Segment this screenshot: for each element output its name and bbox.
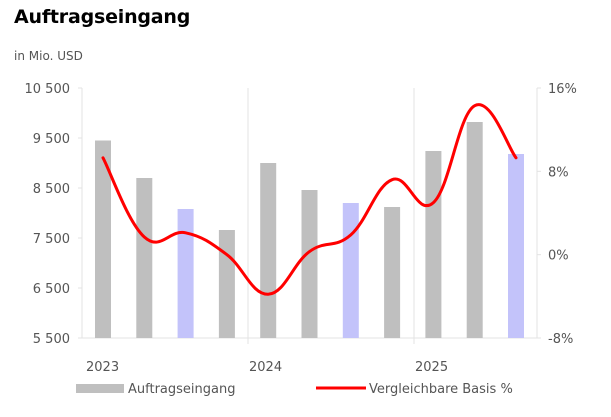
y-tick-label: 5 500 bbox=[33, 332, 70, 347]
y2-tick-label: -8% bbox=[548, 332, 573, 347]
bar bbox=[218, 230, 235, 338]
y-tick-label: 8 500 bbox=[33, 182, 70, 197]
bar bbox=[177, 209, 194, 338]
y-tick-label: 10 500 bbox=[25, 82, 71, 97]
x-tick-label: 2023 bbox=[86, 360, 119, 375]
bar bbox=[342, 203, 359, 338]
y2-tick-label: 0% bbox=[548, 249, 569, 264]
y2-tick-label: 8% bbox=[548, 165, 569, 180]
y-tick-label: 6 500 bbox=[33, 282, 70, 297]
legend-bar-label: Auftragseingang bbox=[128, 382, 235, 397]
bar bbox=[301, 190, 318, 338]
bar-series bbox=[95, 122, 524, 338]
legend-bar-swatch bbox=[76, 384, 124, 393]
chart-subtitle: in Mio. USD bbox=[14, 49, 83, 63]
x-tick-label: 2024 bbox=[249, 360, 282, 375]
line-vergleichbare-basis bbox=[101, 103, 518, 296]
y-tick-label: 9 500 bbox=[33, 132, 70, 147]
y-tick-label: 7 500 bbox=[33, 232, 70, 247]
y2-tick-label: 16% bbox=[548, 82, 577, 97]
bar bbox=[384, 207, 401, 338]
chart-title: Auftragseingang bbox=[14, 6, 191, 28]
bar bbox=[466, 122, 483, 338]
legend: Auftragseingang Vergleichbare Basis % bbox=[76, 382, 513, 397]
bar bbox=[260, 163, 277, 338]
legend-line-label: Vergleichbare Basis % bbox=[369, 382, 513, 397]
bar bbox=[95, 140, 111, 338]
bar bbox=[425, 151, 442, 338]
bar bbox=[508, 154, 524, 338]
x-tick-label: 2025 bbox=[415, 360, 448, 375]
bar bbox=[136, 178, 153, 338]
line-series bbox=[101, 103, 518, 296]
axes: 10 500 9 500 8 500 7 500 6 500 5 500 16% 8% 0% -8… bbox=[25, 82, 577, 375]
